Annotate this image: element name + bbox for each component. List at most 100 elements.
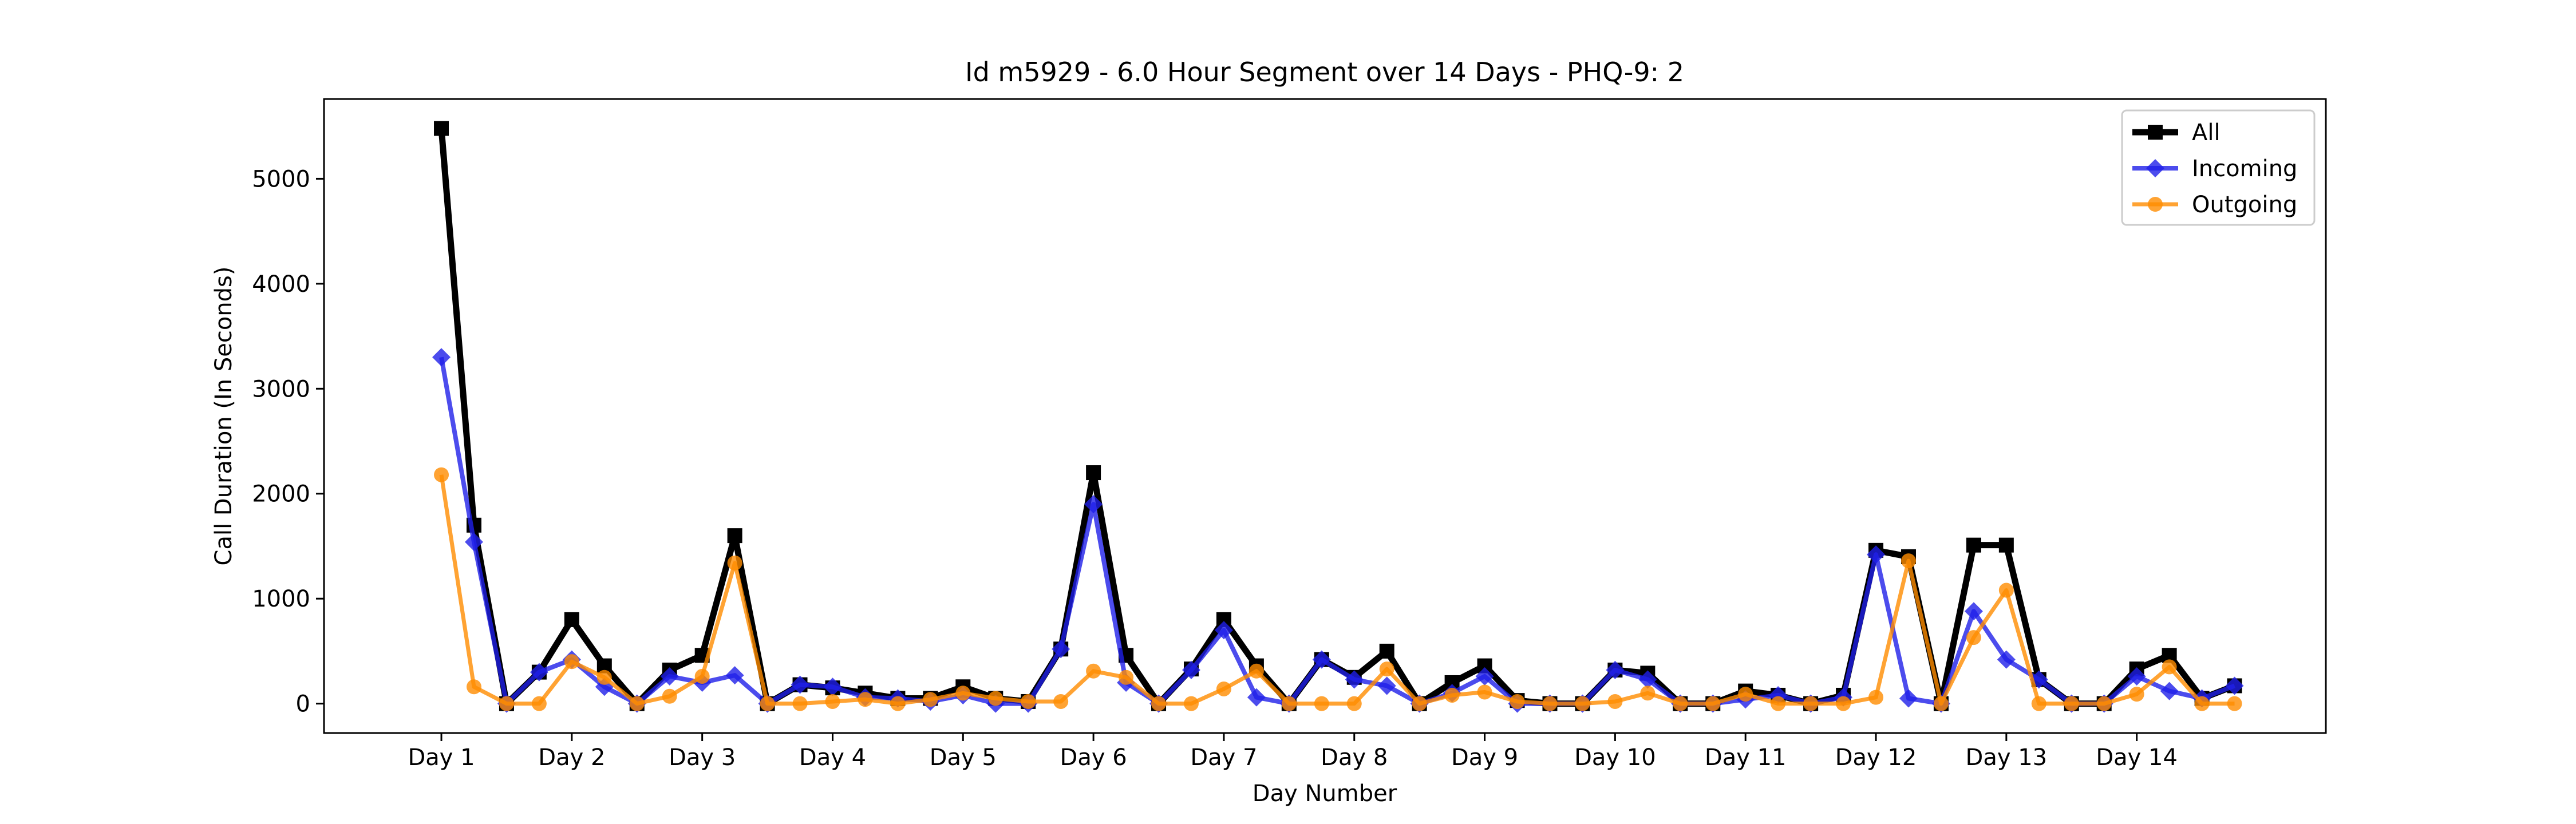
data-point xyxy=(434,121,449,136)
data-point xyxy=(1249,663,1264,679)
legend-label: Incoming xyxy=(2192,156,2297,182)
legend-label: All xyxy=(2192,120,2221,146)
data-point xyxy=(1867,545,1886,564)
data-point xyxy=(1377,676,1396,695)
chart-title: Id m5929 - 6.0 Hour Segment over 14 Days… xyxy=(965,57,1684,88)
legend-swatch-marker xyxy=(2146,159,2164,177)
data-point xyxy=(2162,659,2177,675)
data-point xyxy=(923,692,938,707)
data-point xyxy=(725,666,744,685)
data-point xyxy=(531,696,547,711)
y-axis-ticks: 0 1000 2000 3000 4000 5000 xyxy=(252,166,324,718)
data-point xyxy=(434,467,449,482)
data-point xyxy=(1638,670,1657,689)
data-point xyxy=(791,675,809,694)
data-point xyxy=(1705,696,1721,711)
legend-swatch-marker xyxy=(2148,125,2163,140)
data-point xyxy=(432,348,451,367)
data-point xyxy=(1216,681,1231,696)
data-point xyxy=(629,696,645,711)
series-layer xyxy=(432,121,2244,713)
legend-entry: All xyxy=(2132,120,2221,146)
y-tick-label: 0 xyxy=(296,691,310,718)
x-tick-label: Day 6 xyxy=(1060,744,1127,771)
data-point xyxy=(2227,696,2242,711)
data-point xyxy=(1345,670,1364,689)
data-point xyxy=(1966,537,1981,553)
data-point xyxy=(1542,696,1558,711)
data-point xyxy=(1998,583,2014,598)
data-point xyxy=(1444,687,1460,703)
data-point xyxy=(1182,660,1200,679)
data-point xyxy=(2064,696,2079,711)
data-point xyxy=(1966,630,1981,645)
data-point xyxy=(2225,676,2244,695)
data-point xyxy=(1738,687,1753,702)
data-point xyxy=(727,555,742,571)
data-point xyxy=(1412,696,1427,711)
data-point xyxy=(2031,696,2046,711)
data-point xyxy=(1607,694,1623,709)
data-point xyxy=(825,694,840,709)
x-axis-label: Day Number xyxy=(1253,781,1397,807)
data-point xyxy=(564,654,579,670)
data-point xyxy=(1640,686,1656,701)
data-point xyxy=(792,696,808,711)
x-tick-label: Day 7 xyxy=(1190,744,1257,771)
data-point xyxy=(1510,694,1525,709)
data-point xyxy=(823,678,842,696)
legend: All Incoming Outgoing xyxy=(2121,109,2316,226)
data-point xyxy=(1379,661,1394,677)
data-point xyxy=(1021,694,1036,709)
y-tick-label: 3000 xyxy=(252,376,310,402)
x-tick-label: Day 14 xyxy=(2096,744,2178,771)
legend-entry: Outgoing xyxy=(2132,192,2297,218)
data-point xyxy=(988,691,1003,706)
x-tick-label: Day 3 xyxy=(669,744,736,771)
data-point xyxy=(1673,696,1688,711)
data-point xyxy=(1183,696,1199,711)
data-point xyxy=(1997,650,2016,669)
data-point xyxy=(1868,690,1884,705)
x-tick-label: Day 10 xyxy=(1574,744,1656,771)
x-tick-label: Day 2 xyxy=(538,744,605,771)
y-tick-label: 5000 xyxy=(252,166,310,192)
data-point xyxy=(858,692,873,707)
plot-area xyxy=(323,98,2327,734)
legend-swatch-marker xyxy=(2148,197,2163,212)
legend-frame xyxy=(2121,109,2316,226)
data-point xyxy=(2160,682,2179,700)
data-point xyxy=(2127,667,2146,686)
data-point xyxy=(1053,694,1069,709)
y-tick-label: 1000 xyxy=(252,586,310,612)
data-point xyxy=(2194,696,2210,711)
x-tick-label: Day 1 xyxy=(408,744,475,771)
data-point xyxy=(1086,663,1101,679)
data-point xyxy=(564,612,579,627)
x-axis-ticks: Day 1 Day 2 Day 3 Day 4 Day 5 Day 6 Day 7 Day 8… xyxy=(408,733,2178,771)
data-point xyxy=(1086,465,1101,481)
data-point xyxy=(1803,696,1819,711)
data-point xyxy=(1899,689,1918,708)
x-tick-label: Day 5 xyxy=(930,744,997,771)
legend-entry: Incoming xyxy=(2132,156,2297,182)
data-point xyxy=(955,686,971,701)
x-tick-label: Day 4 xyxy=(799,744,866,771)
x-tick-label: Day 11 xyxy=(1705,744,1787,771)
data-point xyxy=(890,696,906,711)
data-point xyxy=(1933,696,1949,711)
data-point xyxy=(1475,667,1494,686)
data-point xyxy=(1312,650,1331,669)
data-point xyxy=(1575,696,1590,711)
y-tick-label: 2000 xyxy=(252,481,310,508)
data-point xyxy=(466,679,481,695)
data-point xyxy=(1901,553,1916,569)
data-point xyxy=(694,668,710,684)
data-point xyxy=(1247,688,1266,707)
data-point xyxy=(727,528,742,544)
series-outgoing xyxy=(434,467,2242,711)
data-point xyxy=(1314,696,1329,711)
x-tick-label: Day 13 xyxy=(1966,744,2048,771)
data-point xyxy=(1771,696,1786,711)
series-line xyxy=(439,474,2235,706)
